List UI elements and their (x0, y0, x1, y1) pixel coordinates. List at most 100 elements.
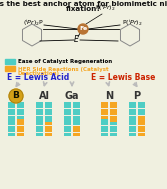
Text: HER Side Reactions (Catalyst: HER Side Reactions (Catalyst (18, 67, 109, 73)
Bar (101, 109, 108, 112)
Bar (64, 119, 71, 122)
Bar (110, 102, 117, 105)
Bar (64, 112, 71, 115)
Text: Deactivation): Deactivation) (18, 70, 60, 75)
Bar (45, 105, 52, 108)
Bar (45, 126, 52, 129)
Bar (36, 119, 43, 122)
Bar (73, 129, 80, 132)
Bar (45, 133, 52, 136)
Text: E = Lewis Base: E = Lewis Base (91, 73, 155, 81)
Bar (138, 129, 145, 132)
Bar (138, 126, 145, 129)
Bar (129, 129, 136, 132)
Bar (45, 116, 52, 119)
Bar (101, 105, 108, 108)
Bar (101, 133, 108, 136)
Bar (73, 102, 80, 105)
Bar (36, 109, 43, 112)
Text: N: N (105, 91, 113, 101)
Bar (8, 109, 15, 112)
Bar (8, 126, 15, 129)
Bar (110, 109, 117, 112)
Bar (129, 116, 136, 119)
Bar (8, 122, 15, 125)
Text: fixation?: fixation? (66, 6, 101, 12)
Bar (129, 119, 136, 122)
Bar (129, 105, 136, 108)
Bar (73, 109, 80, 112)
Bar (64, 129, 71, 132)
Bar (36, 116, 43, 119)
Bar (129, 109, 136, 112)
Text: Al: Al (39, 91, 49, 101)
Bar (110, 122, 117, 125)
Bar (73, 119, 80, 122)
Bar (64, 102, 71, 105)
Bar (5, 66, 15, 71)
Bar (138, 112, 145, 115)
Bar (17, 105, 24, 108)
Bar (17, 116, 24, 119)
Bar (8, 133, 15, 136)
Bar (45, 102, 52, 105)
Text: B: B (13, 91, 19, 101)
Bar (110, 105, 117, 108)
Bar (73, 122, 80, 125)
Bar (64, 116, 71, 119)
Bar (17, 109, 24, 112)
Bar (45, 112, 52, 115)
Bar (17, 112, 24, 115)
Bar (129, 122, 136, 125)
Bar (73, 116, 80, 119)
Bar (17, 129, 24, 132)
Bar (17, 119, 24, 122)
Text: Ga: Ga (65, 91, 79, 101)
Bar (101, 102, 108, 105)
Bar (36, 129, 43, 132)
Bar (64, 133, 71, 136)
Bar (64, 105, 71, 108)
Bar (129, 133, 136, 136)
Text: P($\mathregular{^i}Pr$)$_2$: P($\mathregular{^i}Pr$)$_2$ (95, 3, 115, 13)
Text: E = Lewis Acid: E = Lewis Acid (7, 73, 69, 81)
Bar (110, 112, 117, 115)
Bar (17, 102, 24, 105)
Bar (110, 119, 117, 122)
Bar (101, 122, 108, 125)
Bar (129, 102, 136, 105)
Text: E: E (73, 36, 78, 44)
Bar (110, 126, 117, 129)
Circle shape (78, 24, 88, 34)
Bar (101, 116, 108, 119)
Bar (36, 122, 43, 125)
Bar (129, 112, 136, 115)
Bar (138, 119, 145, 122)
Bar (8, 102, 15, 105)
Bar (45, 129, 52, 132)
Text: Fe: Fe (79, 26, 87, 32)
Bar (36, 102, 43, 105)
Bar (138, 122, 145, 125)
Text: P$(\mathregular{^i}Pr)_2$: P$(\mathregular{^i}Pr)_2$ (122, 18, 143, 28)
Bar (129, 126, 136, 129)
Bar (45, 122, 52, 125)
Bar (64, 122, 71, 125)
Bar (110, 116, 117, 119)
Bar (17, 122, 24, 125)
Bar (64, 126, 71, 129)
Bar (45, 119, 52, 122)
Bar (73, 112, 80, 115)
Bar (110, 129, 117, 132)
Bar (8, 119, 15, 122)
Bar (101, 119, 108, 122)
Bar (73, 133, 80, 136)
Bar (101, 112, 108, 115)
Bar (101, 126, 108, 129)
Bar (73, 126, 80, 129)
Text: $(\mathregular{^i}Pr)_2$P: $(\mathregular{^i}Pr)_2$P (23, 18, 44, 28)
Bar (138, 109, 145, 112)
Text: P: P (133, 91, 141, 101)
Bar (36, 133, 43, 136)
Bar (64, 109, 71, 112)
